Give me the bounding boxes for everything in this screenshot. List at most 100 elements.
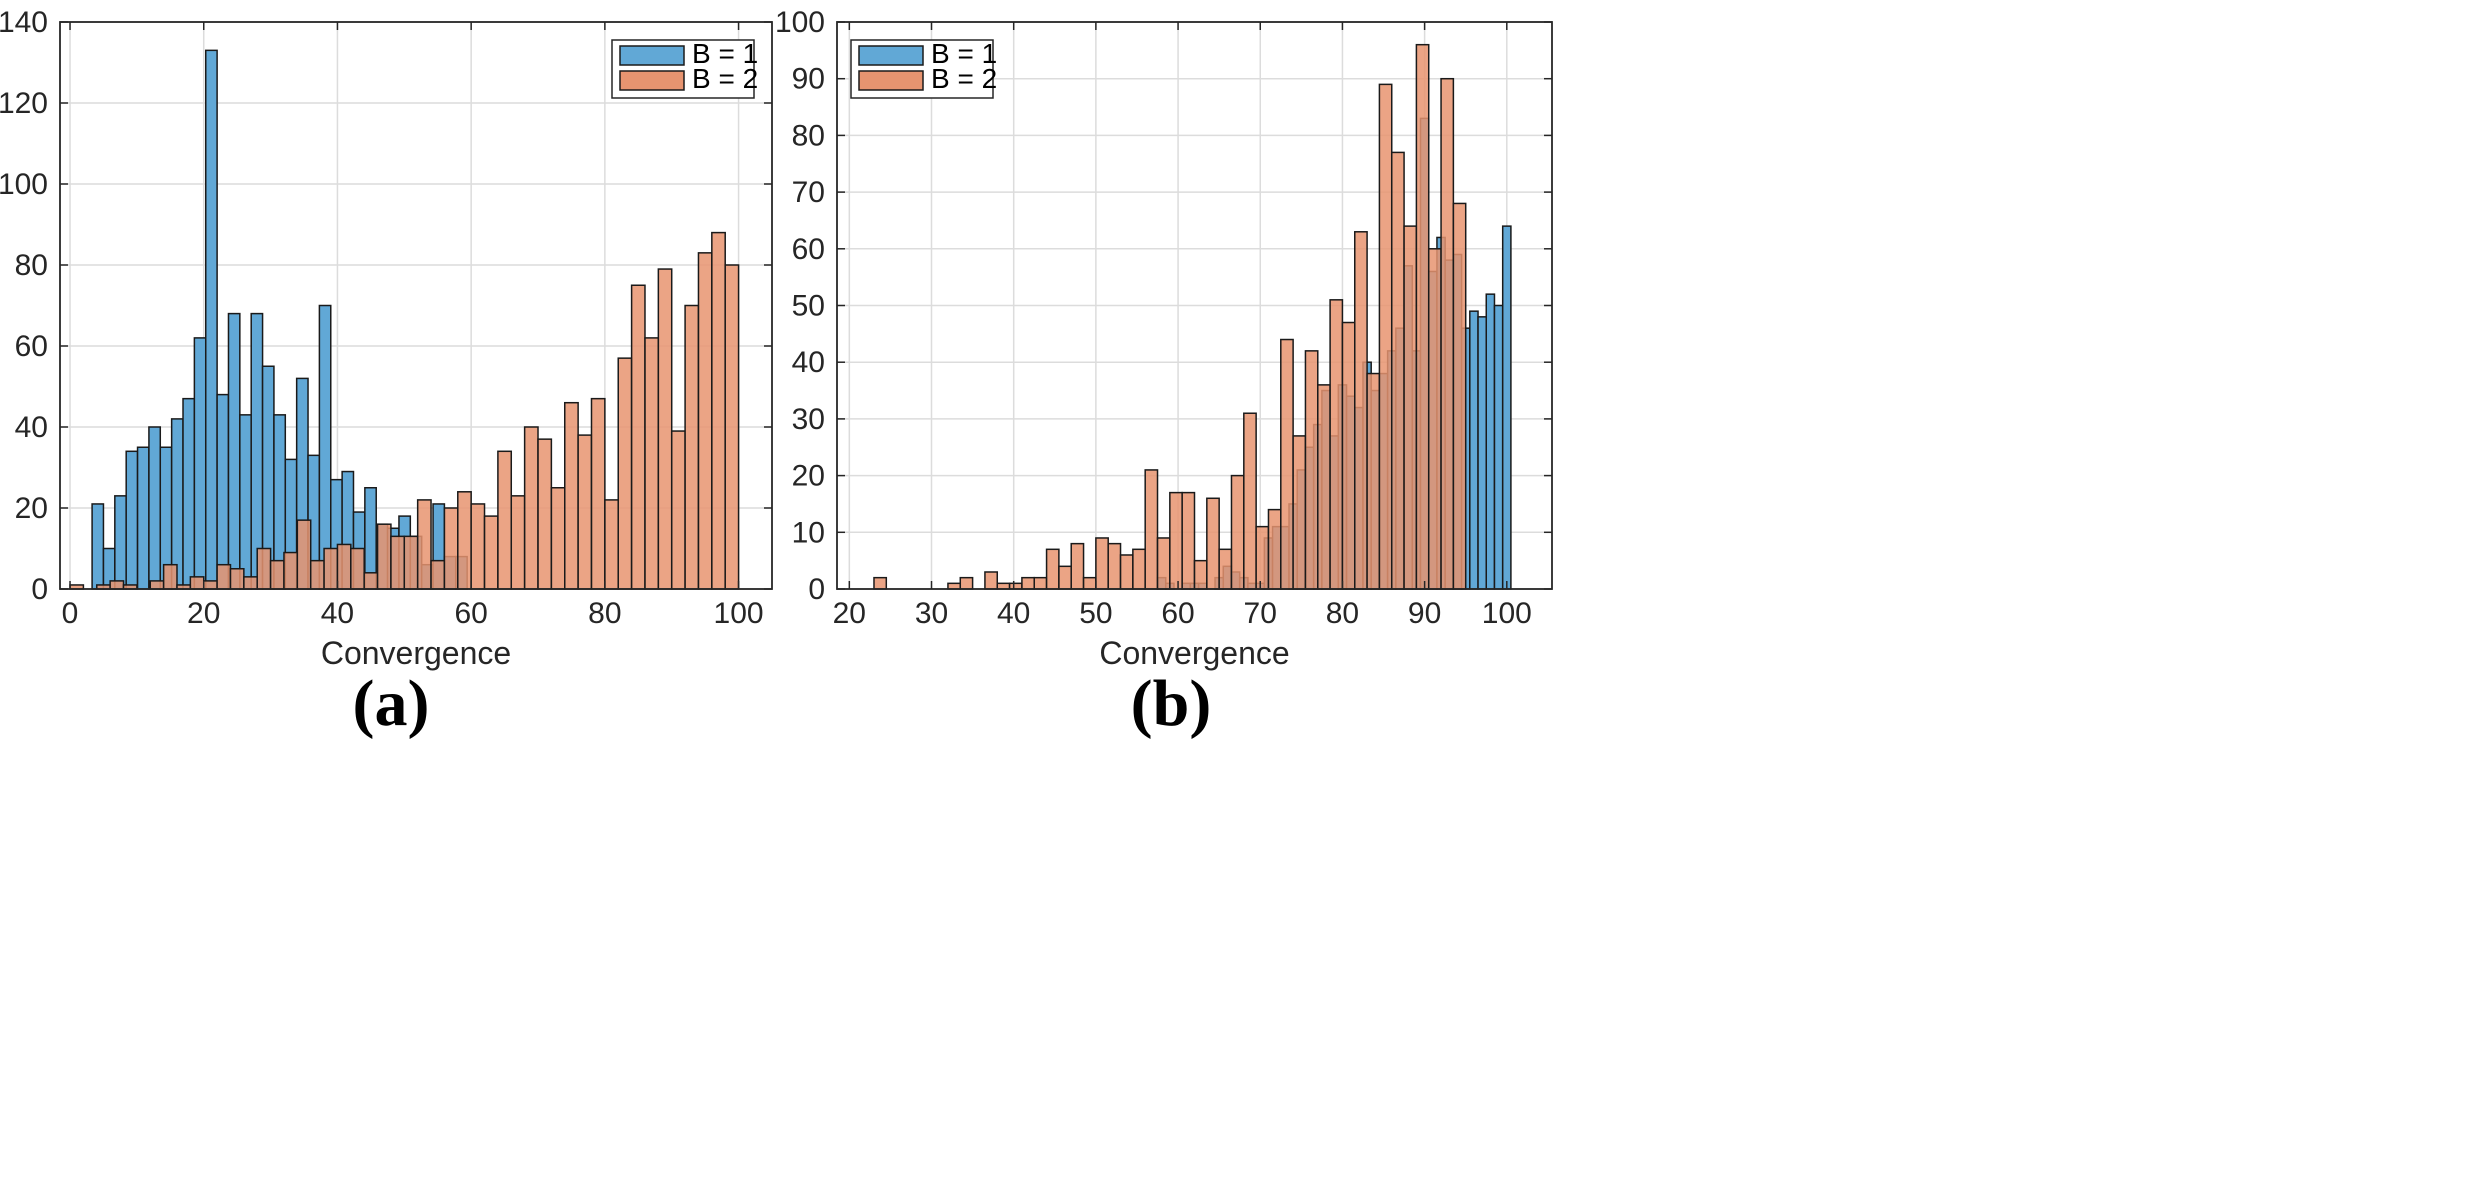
panel-b-xtick-label-7: 90 bbox=[1408, 597, 1441, 630]
panel-a-bar-b2-47 bbox=[697, 252, 713, 590]
panel-a-bar-b1-9 bbox=[193, 337, 207, 590]
panel-a-bar-b2-34 bbox=[523, 426, 539, 590]
panel-b-bar-b2-40 bbox=[1366, 372, 1381, 590]
panel-a-ytick-label-7: 140 bbox=[0, 6, 48, 39]
panel-b-bar-b2-36 bbox=[1317, 384, 1331, 590]
panel-b-bar-b2-15 bbox=[1058, 565, 1072, 590]
panel-b-bar-b2-38 bbox=[1341, 321, 1356, 590]
panel-b-ytick-label-3: 30 bbox=[792, 403, 825, 436]
panel-a-bar-b1-10 bbox=[204, 49, 218, 590]
panel-a-bar-b2-7 bbox=[162, 563, 178, 590]
panel-b-bar-b1-42 bbox=[1501, 225, 1512, 590]
panel-a-ytick-label-1: 20 bbox=[15, 492, 48, 525]
panel-b-bar-b2-44 bbox=[1415, 43, 1430, 590]
panel-a-bar-b1-0 bbox=[91, 503, 105, 590]
panel-b-bar-b2-0 bbox=[873, 576, 888, 590]
panel-b-ytick-label-4: 40 bbox=[792, 346, 825, 379]
panel-b-x-axis-label: Convergence bbox=[1099, 635, 1289, 671]
panel-b-bar-b2-41 bbox=[1378, 83, 1393, 590]
panel-b-ytick-label-8: 80 bbox=[792, 119, 825, 152]
panel-a-bar-b2-35 bbox=[537, 438, 553, 590]
panel-b-bar-b2-23 bbox=[1156, 537, 1171, 590]
panel-a-bar-b2-15 bbox=[269, 559, 285, 590]
panel-a-bar-b2-28 bbox=[443, 507, 459, 590]
panel-a-legend-label-b2: B = 2 bbox=[692, 63, 758, 94]
panel-a-ytick-label-0: 0 bbox=[31, 573, 48, 606]
panel-a-bar-b2-12 bbox=[229, 568, 245, 590]
panel-b-ytick-label-6: 60 bbox=[792, 233, 825, 266]
panel-a-bar-b2-48 bbox=[711, 231, 726, 590]
panel-a-x-axis-label: Convergence bbox=[321, 635, 511, 671]
panel-a-ytick-label-4: 80 bbox=[15, 249, 48, 282]
panel-b-bar-b2-29 bbox=[1230, 474, 1245, 590]
panel-b-xtick-label-1: 30 bbox=[915, 597, 948, 630]
panel-b-ytick-label-0: 0 bbox=[808, 573, 825, 606]
panel-a-bar-b2-11 bbox=[216, 563, 232, 590]
panel-a-bar-b2-49 bbox=[724, 264, 740, 590]
panel-a-bar-b1-4 bbox=[136, 446, 150, 590]
panel-a-bar-b1-2 bbox=[114, 495, 127, 590]
panel-a-bar-b2-45 bbox=[670, 430, 686, 590]
panel-a-bar-b2-43 bbox=[644, 337, 660, 590]
panel-a-histogram: 0 20 40 60 80 100 0 20 40 60 80 100 120 140 Convergen… bbox=[0, 6, 773, 740]
panel-a-xtick-label-2: 40 bbox=[321, 597, 354, 630]
panel-a-bar-b2-40 bbox=[604, 499, 619, 590]
panel-b-bar-b2-37 bbox=[1329, 299, 1344, 590]
panel-b-bar-b1-38 bbox=[1469, 310, 1479, 590]
panel-b-legend-label-b1: B = 1 bbox=[931, 38, 997, 69]
panel-a-bar-b2-39 bbox=[590, 397, 606, 590]
panel-b-bar-b2-30 bbox=[1243, 412, 1257, 590]
panel-a-bar-b2-24 bbox=[390, 535, 406, 590]
panel-b-bar-b2-47 bbox=[1452, 202, 1467, 590]
panel-b-bar-b1-40 bbox=[1485, 293, 1496, 590]
panel-a-caption-label: (a) bbox=[353, 667, 430, 740]
panel-a-bar-b2-42 bbox=[630, 284, 646, 590]
panel-b-bar-b2-7 bbox=[959, 576, 974, 590]
panel-b-bars bbox=[873, 43, 1512, 590]
panel-b-bar-b2-27 bbox=[1206, 497, 1220, 590]
panel-b-bar-b1-41 bbox=[1493, 304, 1504, 590]
panel-b-bar-b2-34 bbox=[1292, 435, 1307, 590]
panel-a-legend-label-b1: B = 1 bbox=[692, 38, 758, 69]
panel-a-bar-b2-6 bbox=[149, 580, 165, 590]
panel-a-bar-b2-10 bbox=[202, 580, 218, 590]
panel-a-bar-b2-27 bbox=[430, 559, 446, 590]
panel-b-ytick-label-7: 70 bbox=[792, 176, 825, 209]
panel-a-xtick-label-5: 100 bbox=[714, 597, 764, 630]
panel-a-ytick-label-3: 60 bbox=[15, 330, 48, 363]
panel-b-bar-b2-46 bbox=[1440, 77, 1455, 590]
panel-b-bar-b2-42 bbox=[1390, 151, 1405, 590]
panel-b-bar-b2-16 bbox=[1070, 542, 1085, 590]
panel-a-bar-b2-30 bbox=[470, 503, 486, 590]
panel-a-bar-b1-13 bbox=[239, 414, 252, 590]
panel-a-bar-b2-19 bbox=[323, 547, 339, 590]
panel-b-bar-b2-14 bbox=[1045, 548, 1060, 590]
panel-b-ytick-label-1: 10 bbox=[792, 516, 825, 549]
panel-b-xtick-label-3: 50 bbox=[1079, 597, 1112, 630]
panel-a-bar-b1-12 bbox=[227, 312, 241, 590]
panel-b-caption-label: (b) bbox=[1131, 667, 1212, 740]
panel-a-xtick-label-1: 20 bbox=[187, 597, 220, 630]
panel-a-bar-b1-14 bbox=[250, 312, 264, 590]
panel-a-bar-b2-31 bbox=[483, 515, 499, 590]
panel-a-ticks: 0 20 40 60 80 100 0 20 40 60 80 100 120 140 bbox=[0, 6, 772, 630]
panel-b-bar-b2-12 bbox=[1021, 576, 1035, 590]
panel-b-bar-b2-9 bbox=[984, 571, 999, 590]
panel-a-bar-b1-3 bbox=[125, 450, 139, 590]
panel-b-xtick-label-5: 70 bbox=[1244, 597, 1277, 630]
panel-a-bar-b2-37 bbox=[564, 401, 579, 590]
panel-a-bar-b2-32 bbox=[497, 450, 513, 590]
panel-b-bar-b2-45 bbox=[1427, 248, 1442, 590]
panel-b-xtick-label-0: 20 bbox=[833, 597, 866, 630]
panel-a-bar-b2-22 bbox=[363, 572, 379, 590]
panel-b-xtick-label-6: 80 bbox=[1326, 597, 1359, 630]
panel-a-xtick-label-4: 80 bbox=[588, 597, 621, 630]
panel-b-xtick-label-8: 100 bbox=[1482, 597, 1532, 630]
panel-b-bar-b2-26 bbox=[1193, 559, 1208, 590]
panel-b-ytick-label-10: 100 bbox=[775, 6, 825, 39]
panel-b-bar-b2-22 bbox=[1144, 469, 1159, 590]
panel-a-bar-b2-44 bbox=[657, 268, 673, 590]
panel-a-bar-b2-38 bbox=[577, 434, 593, 590]
panel-b-bar-b2-39 bbox=[1354, 231, 1368, 590]
panel-a-bar-b2-41 bbox=[617, 357, 633, 590]
